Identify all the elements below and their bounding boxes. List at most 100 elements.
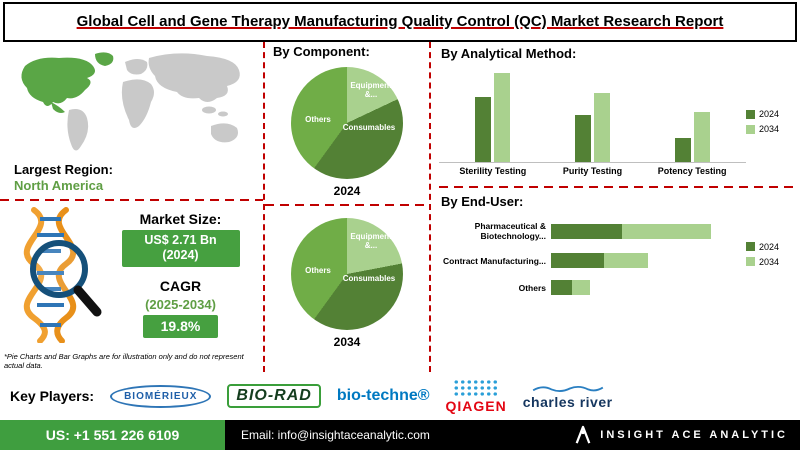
bar-2034	[593, 93, 610, 162]
pie-2034-label-equipment: Equipment &...	[350, 232, 392, 251]
analytical-legend: 2024 2034	[746, 67, 794, 176]
hbar-2034	[604, 253, 649, 269]
hbar-2024	[551, 280, 573, 296]
pie-chart-2034: Equipment &... Consumables Others	[291, 218, 403, 330]
world-map	[20, 52, 240, 151]
hbar-category-label: Pharmaceutical & Biotechnology...	[474, 221, 546, 242]
market-block: Market Size: US$ 2.71 Bn (2024) CAGR (20…	[0, 205, 263, 343]
dna-magnifier-icon	[23, 206, 102, 343]
cagr-period: (2025-2034)	[145, 296, 216, 312]
left-divider	[0, 198, 263, 201]
analytical-chart-plot-area: Sterility Testing Purity Testing Potency T…	[439, 67, 746, 176]
insight-ace-logo-icon	[575, 425, 591, 444]
bar-2034	[494, 72, 511, 162]
hbar-2024	[551, 253, 605, 269]
bar-category-label: Sterility Testing	[459, 166, 527, 176]
hbar-2024	[551, 223, 622, 239]
bar-2024	[475, 96, 492, 162]
bar-categories: Sterility Testing Purity Testing Potency T…	[439, 163, 746, 176]
hbar-2034	[572, 280, 590, 296]
legend-swatch-icon	[746, 109, 755, 119]
legend-item-2024: 2024	[746, 242, 794, 252]
bar-group	[674, 67, 710, 162]
hbar-category-label: Contract Manufacturing...	[443, 255, 546, 266]
largest-region-value: North America	[14, 178, 104, 194]
legend-label: 2024	[759, 109, 780, 119]
key-players-row: Key Players: BIOMÉRIEUX BIO-RAD bio-tech…	[0, 374, 800, 418]
market-info: Market Size: US$ 2.71 Bn (2024) CAGR (20…	[104, 211, 257, 339]
component-column: By Component: Equipment &... Consumables…	[263, 42, 431, 372]
wave-icon	[532, 385, 603, 392]
hbar-track	[551, 253, 746, 269]
main-content: Largest Region: North America	[0, 42, 800, 372]
report-title: Global Cell and Gene Therapy Manufacturi…	[76, 12, 724, 30]
legend-item-2024: 2024	[746, 109, 794, 119]
legend-swatch-icon	[746, 257, 755, 267]
hbar-category-label: Others	[518, 282, 546, 293]
bar-2024	[574, 114, 591, 162]
largest-region-label: Largest Region:	[14, 162, 113, 177]
hbar-row: Contract Manufacturing...	[439, 253, 746, 269]
cagr-label: CAGR	[159, 277, 202, 294]
pie-2034-label-consumables: Consumables	[342, 274, 396, 283]
right-column: By Analytical Method: Sterility Testing P…	[431, 42, 800, 372]
left-column: Largest Region: North America	[0, 42, 263, 372]
component-divider	[265, 204, 429, 206]
pie-2024-label-equipment: Equipment &...	[350, 81, 392, 100]
hbar-row: Others	[439, 280, 746, 296]
phone-box: US: +1 551 226 6109	[0, 420, 225, 450]
hbar-2034	[621, 223, 711, 239]
legend-label: 2024	[759, 241, 780, 252]
pie-2024-label-consumables: Consumables	[342, 123, 396, 132]
bar-plot	[439, 67, 746, 163]
legend-swatch-icon	[746, 124, 755, 134]
market-size-label: Market Size:	[139, 210, 222, 227]
pie-2034-year-label: 2034	[333, 335, 361, 349]
hbar-track	[551, 280, 746, 296]
end-user-legend: 2024 2034	[746, 213, 794, 295]
key-players-label: Key Players:	[10, 388, 95, 404]
legend-swatch-icon	[746, 242, 755, 252]
bar-2024	[674, 138, 691, 162]
analytical-method-heading: By Analytical Method:	[441, 46, 577, 61]
legend-label: 2034	[759, 256, 780, 267]
brand-block: INSIGHT ACE ANALYTIC	[570, 420, 800, 450]
largest-region-block: Largest Region: North America	[0, 162, 263, 195]
email-bar: Email: info@insightaceanalytic.com	[225, 420, 571, 450]
bar-group	[574, 67, 610, 162]
pie-2024-year-label: 2024	[333, 184, 361, 198]
end-user-heading: By End-User:	[441, 194, 524, 209]
legend-item-2034: 2034	[746, 257, 794, 267]
market-size-value: US$ 2.71 Bn (2024)	[121, 229, 240, 267]
pie-2034-label-others: Others	[305, 266, 331, 275]
component-heading: By Component:	[273, 44, 370, 59]
footnote: *Pie Charts and Bar Graphs are for illus…	[4, 352, 244, 370]
pie-chart-2024: Equipment &... Consumables Others	[291, 67, 403, 179]
qiagen-logo: QIAGEN	[445, 378, 507, 414]
charles-river-logo: charles river	[523, 383, 613, 410]
biomerieux-logo: BIOMÉRIEUX	[110, 384, 212, 408]
bio-techne-logo: bio-techne®	[336, 387, 430, 404]
bottom-bar: US: +1 551 226 6109 Email: info@insighta…	[0, 420, 800, 450]
bio-rad-logo: BIO-RAD	[227, 384, 321, 408]
hbar-rows: Pharmaceutical & Biotechnology... Contrac…	[439, 213, 746, 296]
legend-label: 2034	[759, 124, 780, 134]
charles-river-text: charles river	[522, 393, 613, 410]
hbar-track	[551, 223, 746, 239]
bar-2034	[693, 112, 710, 162]
hbar-row: Pharmaceutical & Biotechnology...	[439, 221, 746, 241]
right-divider	[439, 186, 794, 188]
bar-category-label: Potency Testing	[657, 166, 727, 176]
bar-category-label: Purity Testing	[562, 166, 623, 176]
pie-2024-label-others: Others	[305, 115, 331, 124]
qiagen-text: QIAGEN	[445, 397, 507, 414]
title-bar: Global Cell and Gene Therapy Manufacturi…	[3, 2, 797, 42]
qiagen-dots-icon	[453, 378, 500, 397]
end-user-chart: Pharmaceutical & Biotechnology... Contrac…	[439, 213, 794, 296]
brand-name: INSIGHT ACE ANALYTIC	[600, 429, 788, 441]
bar-group	[475, 67, 511, 162]
cagr-value: 19.8%	[142, 314, 219, 339]
legend-item-2034: 2034	[746, 124, 794, 134]
analytical-method-chart: Sterility Testing Purity Testing Potency T…	[439, 67, 794, 176]
